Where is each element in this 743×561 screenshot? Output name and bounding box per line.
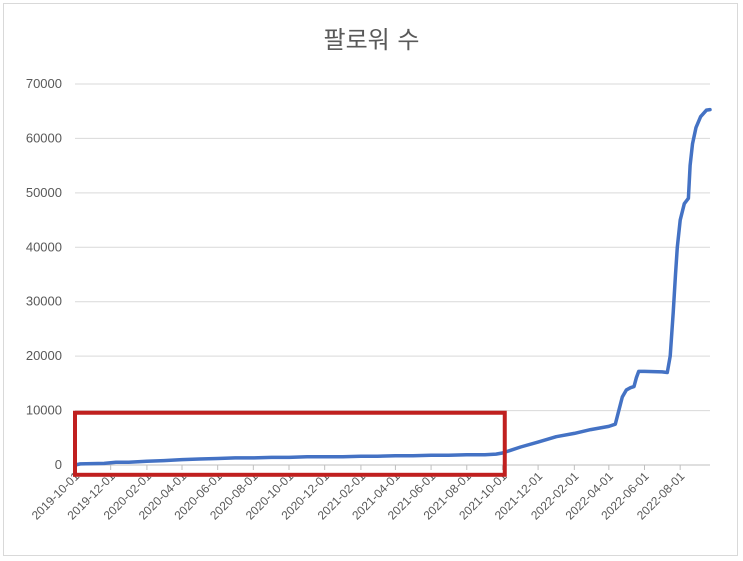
highlight-box-0 [73, 410, 507, 477]
series-line-0 [73, 107, 712, 467]
y-tick-label: 70000 [26, 76, 62, 91]
annotations [73, 410, 507, 477]
y-tick-label: 60000 [26, 130, 62, 145]
series-group [73, 107, 712, 467]
y-tick-label: 20000 [26, 348, 62, 363]
y-tick-label: 50000 [26, 185, 62, 200]
y-tick-label: 0 [55, 457, 62, 472]
chart-title: 팔로워 수 [323, 26, 420, 54]
y-tick-label: 30000 [26, 294, 62, 309]
y-tick-label: 40000 [26, 239, 62, 254]
gridlines [75, 83, 710, 412]
y-axis-ticks: 0 10000 20000 30000 40000 50000 60000 70000 [26, 76, 62, 472]
y-tick-label: 10000 [26, 403, 62, 418]
